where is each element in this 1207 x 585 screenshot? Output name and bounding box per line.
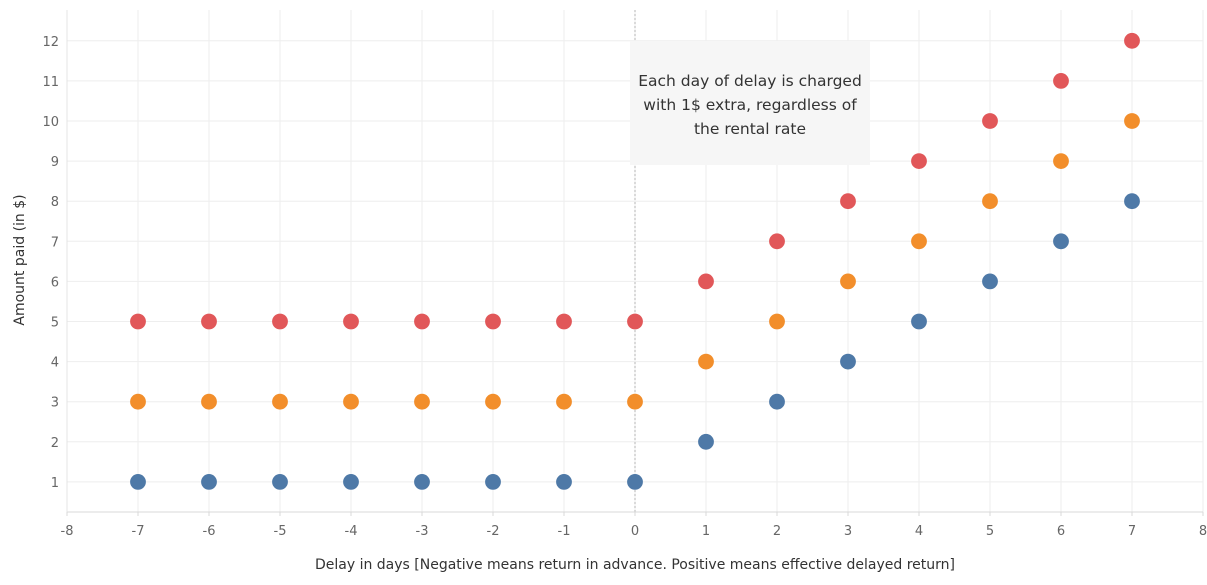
- data-point-rate-1[interactable]: [982, 273, 998, 290]
- data-point-rate-3[interactable]: [982, 193, 998, 210]
- y-axis-title: Amount paid (in $): [12, 194, 28, 325]
- data-point-rate-5[interactable]: [840, 193, 856, 210]
- data-point-rate-3[interactable]: [414, 393, 430, 410]
- data-point-rate-3[interactable]: [698, 353, 714, 370]
- data-point-rate-3[interactable]: [343, 393, 359, 410]
- data-point-rate-1[interactable]: [343, 473, 359, 490]
- data-point-rate-3[interactable]: [769, 313, 785, 330]
- data-point-rate-3[interactable]: [627, 393, 643, 410]
- y-tick-label: 9: [51, 155, 59, 170]
- data-point-rate-5[interactable]: [1124, 32, 1140, 49]
- y-tick-label: 11: [42, 75, 59, 90]
- data-point-rate-1[interactable]: [130, 473, 146, 490]
- data-point-rate-5[interactable]: [698, 273, 714, 290]
- data-point-rate-1[interactable]: [485, 473, 501, 490]
- y-tick-label: 7: [51, 235, 59, 250]
- data-point-rate-5[interactable]: [485, 313, 501, 330]
- data-point-rate-5[interactable]: [1053, 73, 1069, 89]
- x-tick-label: 6: [1057, 524, 1065, 539]
- data-point-rate-5[interactable]: [343, 313, 359, 330]
- x-tick-label: -8: [61, 524, 74, 539]
- data-point-rate-5[interactable]: [982, 113, 998, 129]
- y-tick-label: 4: [51, 356, 59, 371]
- data-point-rate-1[interactable]: [769, 393, 785, 410]
- x-axis-title: Delay in days [Negative means return in …: [315, 557, 955, 573]
- y-tick-label: 8: [51, 195, 59, 210]
- x-tick-label: 0: [631, 524, 639, 539]
- y-tick-label: 12: [42, 35, 59, 50]
- data-point-rate-3[interactable]: [556, 393, 572, 410]
- data-point-rate-5[interactable]: [556, 313, 572, 330]
- y-tick-label: 5: [51, 316, 59, 331]
- x-tick-label: -7: [132, 524, 145, 539]
- data-point-rate-5[interactable]: [911, 153, 927, 170]
- data-point-rate-1[interactable]: [1053, 233, 1069, 250]
- annotation-box: Each day of delay is charged with 1$ ext…: [630, 41, 870, 165]
- x-tick-label: 1: [702, 524, 710, 539]
- x-tick-label: -3: [416, 524, 429, 539]
- y-tick-label: 3: [51, 396, 59, 411]
- x-tick-label: 4: [915, 524, 923, 539]
- y-tick-label: 2: [51, 436, 59, 451]
- x-tick-label: 5: [986, 524, 994, 539]
- x-tick-label: 2: [773, 524, 781, 539]
- data-point-rate-1[interactable]: [556, 473, 572, 490]
- x-tick-label: -5: [274, 524, 287, 539]
- data-point-rate-5[interactable]: [769, 233, 785, 250]
- x-tick-label: 8: [1199, 524, 1207, 539]
- data-point-rate-3[interactable]: [485, 393, 501, 410]
- y-tick-label: 6: [51, 275, 59, 290]
- data-point-rate-1[interactable]: [272, 473, 288, 490]
- x-tick-label: -6: [203, 524, 216, 539]
- y-tick-label: 1: [51, 476, 59, 491]
- y-tick-label: 10: [42, 115, 59, 130]
- data-point-rate-5[interactable]: [414, 313, 430, 330]
- data-point-rate-5[interactable]: [627, 313, 643, 330]
- data-point-rate-1[interactable]: [698, 433, 714, 450]
- data-point-rate-1[interactable]: [1124, 193, 1140, 210]
- data-point-rate-3[interactable]: [1053, 153, 1069, 170]
- x-tick-label: -2: [487, 524, 500, 539]
- data-point-rate-3[interactable]: [840, 273, 856, 290]
- data-point-rate-5[interactable]: [272, 313, 288, 330]
- data-point-rate-3[interactable]: [1124, 113, 1140, 129]
- data-point-rate-1[interactable]: [840, 353, 856, 370]
- data-point-rate-5[interactable]: [130, 313, 146, 330]
- data-point-rate-1[interactable]: [627, 473, 643, 490]
- data-points: [130, 32, 1140, 490]
- data-point-rate-3[interactable]: [201, 393, 217, 410]
- data-point-rate-5[interactable]: [201, 313, 217, 330]
- x-tick-label: -4: [345, 524, 358, 539]
- x-tick-label: 3: [844, 524, 852, 539]
- x-tick-label: 7: [1128, 524, 1136, 539]
- x-tick-label: -1: [558, 524, 571, 539]
- data-point-rate-1[interactable]: [911, 313, 927, 330]
- data-point-rate-3[interactable]: [130, 393, 146, 410]
- data-point-rate-1[interactable]: [201, 473, 217, 490]
- data-point-rate-3[interactable]: [272, 393, 288, 410]
- data-point-rate-1[interactable]: [414, 473, 430, 490]
- data-point-rate-3[interactable]: [911, 233, 927, 250]
